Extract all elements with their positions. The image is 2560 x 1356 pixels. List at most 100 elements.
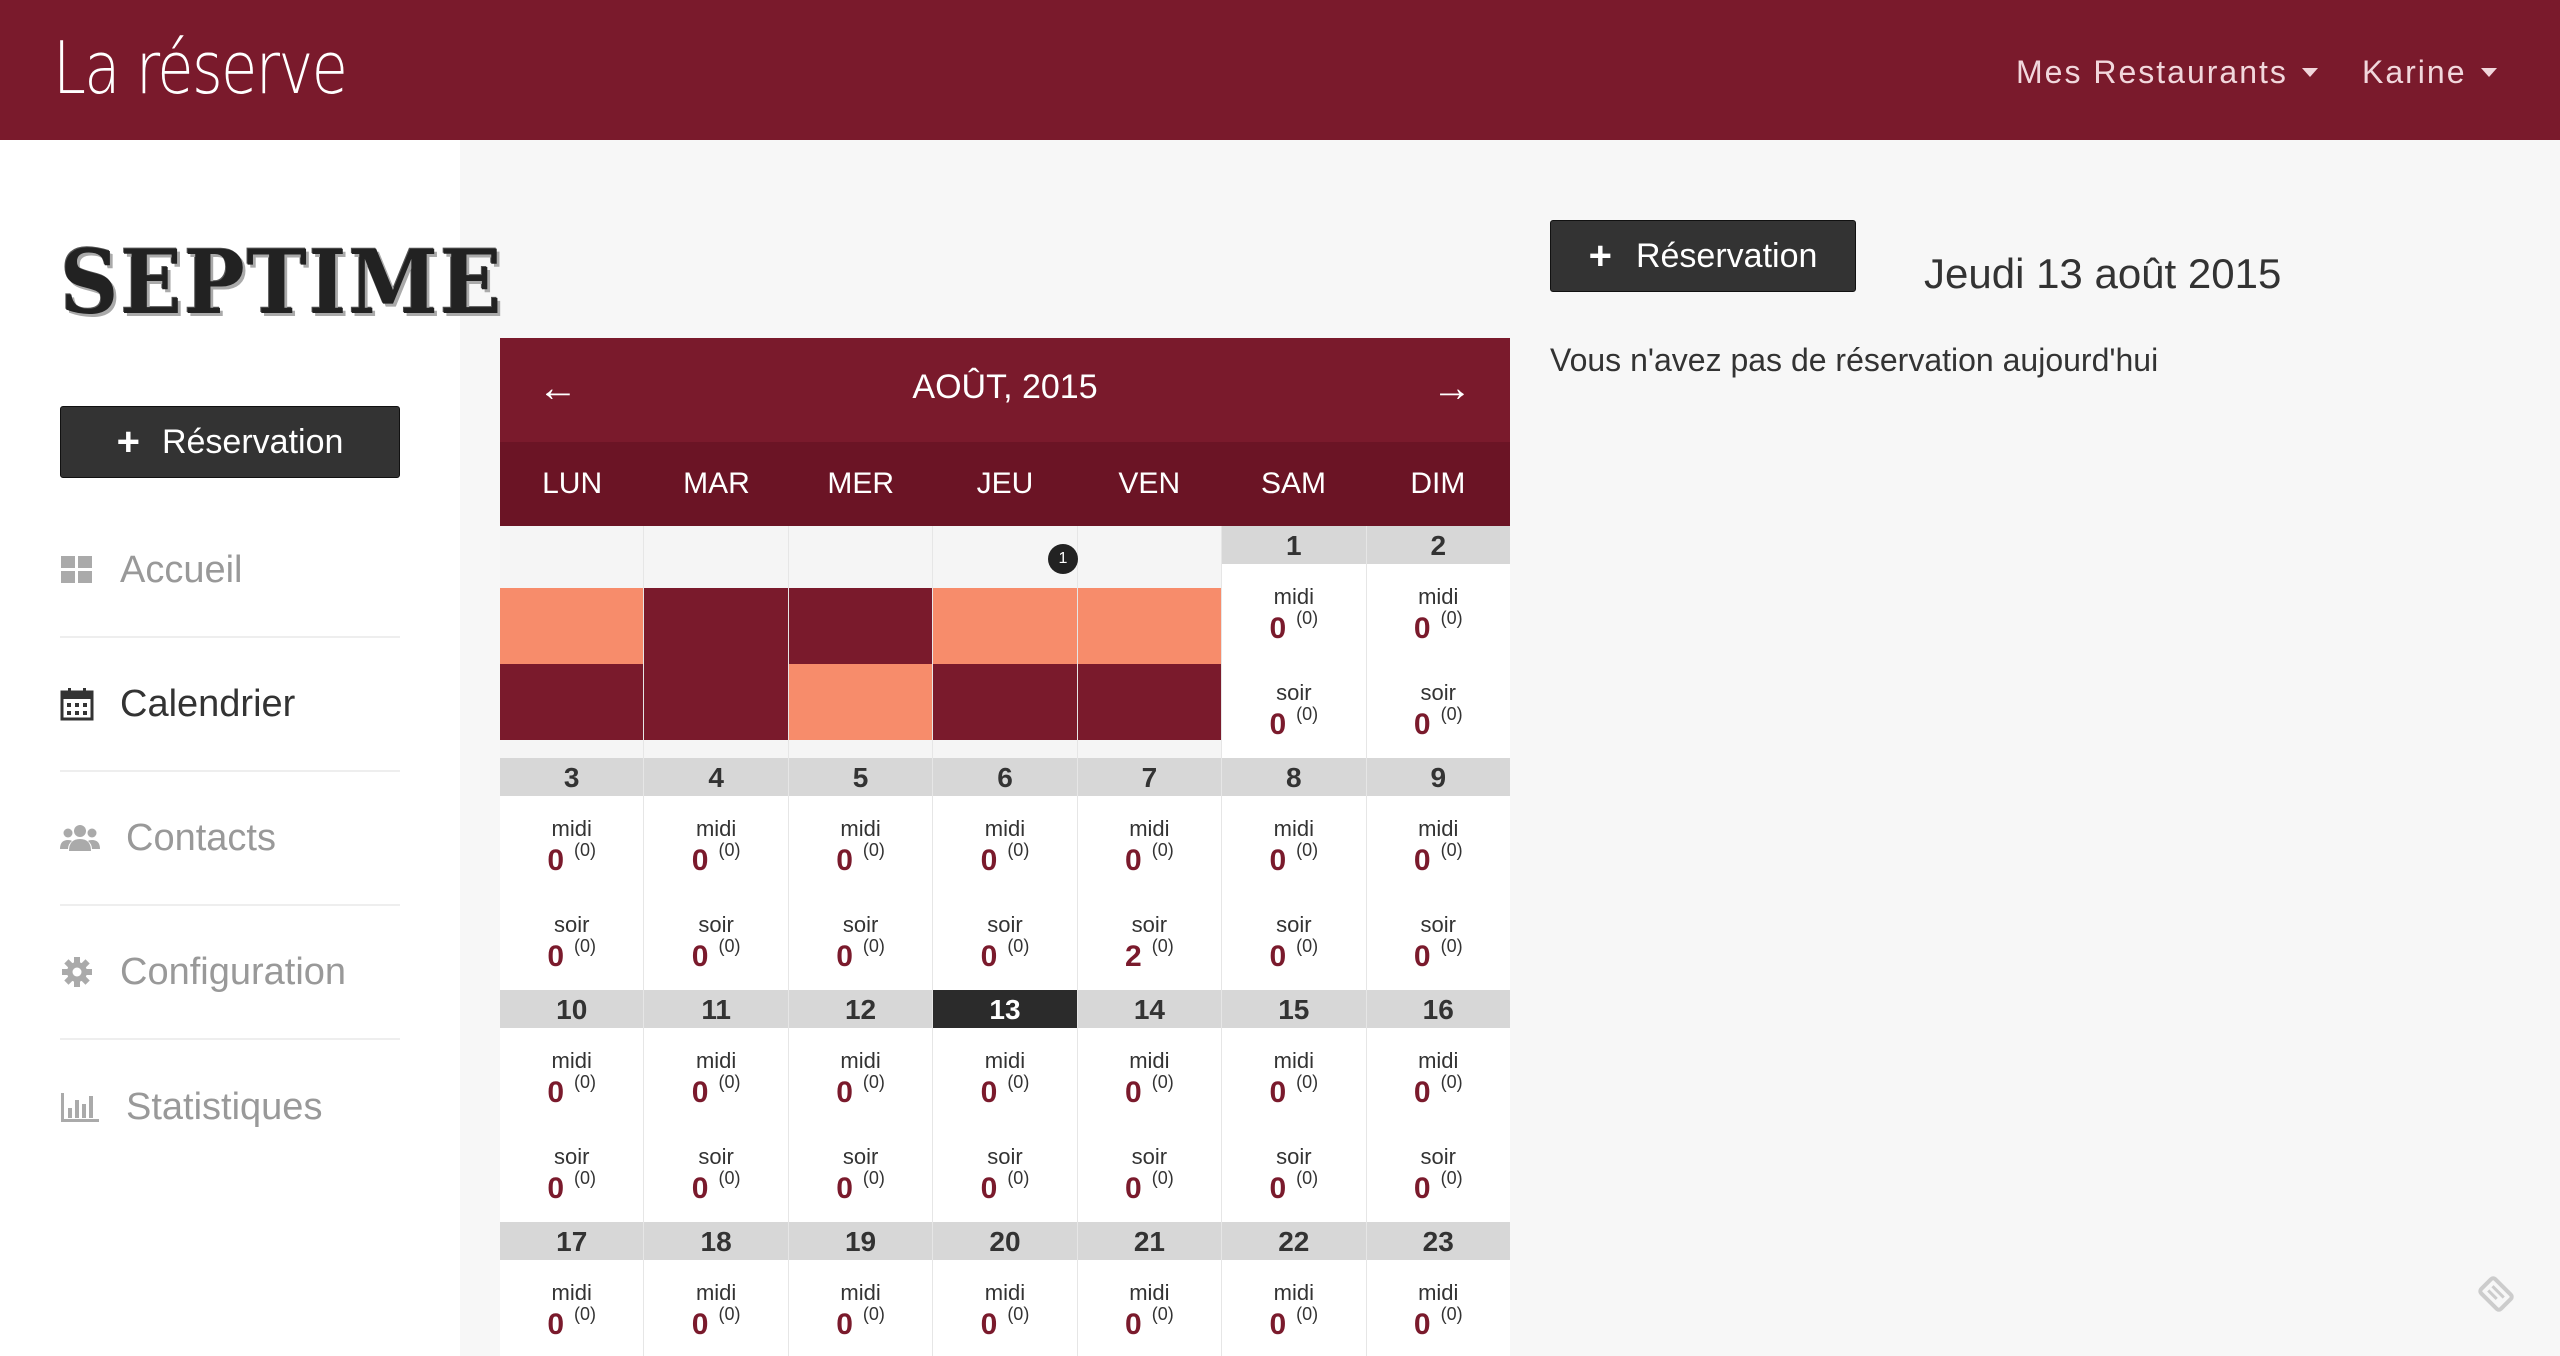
nav-restaurants-label: Mes Restaurants [2016, 54, 2288, 90]
calendar-day-cell[interactable]: 21 midi 0 (0) [1077, 1222, 1223, 1356]
soir-label: soir [1131, 912, 1168, 937]
calendar-day-cell[interactable]: 7 midi 0 (0) soir 2 (0) [1077, 758, 1223, 990]
calendar-day-cell[interactable]: 8 midi 0 (0) soir 0 (0) [1222, 758, 1367, 990]
day-number: 23 [1366, 1222, 1510, 1260]
day-number: 9 [1366, 758, 1510, 796]
soir-count: 0 (0) [1222, 936, 1365, 974]
soir-label: soir [1420, 1144, 1456, 1169]
midi-count: 0 (0) [500, 840, 643, 878]
calendar-day-cell[interactable]: 19 midi 0 (0) [788, 1222, 934, 1356]
calendar-day-cell[interactable]: 6 midi 0 (0) soir 0 (0) [933, 758, 1078, 990]
midi-label: midi [695, 1048, 737, 1073]
soir-occupancy-block [644, 664, 788, 740]
soir-label: soir [1276, 912, 1312, 937]
feedback-icon[interactable] [2470, 1268, 2522, 1320]
midi-guests-count: (0) [1440, 1072, 1463, 1092]
calendar-day-cell[interactable]: 1 midi 0 (0) soir 0 (0) [1222, 526, 1367, 758]
calendar-day-cell[interactable]: 4 midi 0 (0) soir 0 (0) [644, 758, 789, 990]
sidebar-button-label: Réservation [161, 422, 344, 461]
soir-reservations-count: 0 [980, 940, 998, 973]
chevron-down-icon [2480, 68, 2497, 77]
calendar-day-cell[interactable]: 16 midi 0 (0) soir 0 (0) [1366, 990, 1510, 1222]
soir-count: 0 (0) [1367, 704, 1510, 742]
soir-reservations-count: 0 [1269, 940, 1287, 973]
soir-guests-count: (0) [1440, 704, 1463, 724]
midi-guests-count: (0) [1007, 1072, 1030, 1092]
calendar-day-empty[interactable] [644, 526, 789, 758]
midi-label: midi [984, 1280, 1026, 1305]
midi-reservations-count: 0 [980, 1076, 998, 1109]
soir-occupancy-block [933, 664, 1077, 740]
calendar-day-cell[interactable]: 18 midi 0 (0) [644, 1222, 789, 1356]
day-number: 20 [933, 1222, 1077, 1260]
day-number: 2 [1366, 526, 1510, 564]
sidebar-item-statistiques[interactable]: Statistiques [60, 1040, 400, 1174]
nav-user-dropdown[interactable]: Karine [2362, 54, 2497, 91]
midi-label: midi [840, 816, 881, 841]
calendar-day-empty[interactable] [500, 526, 645, 758]
midi-label: midi [1418, 1280, 1459, 1305]
calendar-day-empty[interactable] [788, 526, 934, 758]
midi-reservations-count: 0 [1413, 1076, 1431, 1109]
month-calendar: ← AOÛT, 2015 → LUN MAR MER JEU VEN SAM D… [500, 338, 1510, 1356]
midi-count: 0 (0) [500, 1304, 643, 1342]
midi-reservations-count: 0 [1269, 612, 1287, 645]
sidebar-item-label: Calendrier [120, 682, 296, 725]
soir-label: soir [1276, 680, 1312, 705]
midi-label: midi [551, 1048, 592, 1073]
calendar-day-cell[interactable]: 3 midi 0 (0) soir 0 (0) [500, 758, 645, 990]
calendar-day-cell[interactable]: 2 midi 0 (0) soir 0 (0) [1366, 526, 1510, 758]
calendar-day-cell[interactable]: 10 midi 0 (0) soir 0 (0) [500, 990, 645, 1222]
day-number: 1 [1222, 526, 1366, 564]
soir-guests-count: (0) [1151, 936, 1174, 956]
day-number: 7 [1077, 758, 1222, 796]
weekday-label: JEU [976, 467, 1034, 500]
add-reservation-button[interactable]: + Réservation [1550, 220, 1856, 292]
sidebar-item-contacts[interactable]: Contacts [60, 772, 400, 906]
midi-occupancy-block [788, 588, 933, 664]
arrow-right-icon[interactable]: → [1432, 366, 1472, 410]
sidebar-item-calendrier[interactable]: Calendrier [60, 638, 400, 772]
soir-label: soir [1276, 1144, 1312, 1169]
soir-reservations-count: 0 [547, 1172, 565, 1205]
calendar-day-cell[interactable]: 23 midi 0 (0) [1366, 1222, 1510, 1356]
sidebar-add-reservation-button[interactable]: + Réservation [60, 406, 400, 478]
soir-count: 0 (0) [1367, 936, 1510, 974]
calendar-day-cell[interactable]: 15 midi 0 (0) soir 0 (0) [1222, 990, 1367, 1222]
midi-guests-count: (0) [574, 1072, 597, 1092]
arrow-left-icon[interactable]: ← [538, 366, 578, 410]
soir-count: 0 (0) [933, 936, 1076, 974]
nav-restaurants-dropdown[interactable]: Mes Restaurants [2016, 54, 2318, 91]
midi-count: 0 (0) [1078, 1072, 1221, 1110]
midi-reservations-count: 0 [1413, 844, 1431, 877]
calendar-day-cell[interactable]: 20 midi 0 (0) [933, 1222, 1078, 1356]
midi-label: midi [984, 816, 1026, 841]
midi-reservations-count: 0 [836, 844, 853, 877]
midi-guests-count: (0) [862, 1072, 885, 1092]
soir-guests-count: (0) [1296, 1168, 1319, 1188]
sidebar-item-configuration[interactable]: Configuration [60, 906, 400, 1040]
midi-reservations-count: 0 [1269, 844, 1287, 877]
calendar-day-cell[interactable]: 11 midi 0 (0) soir 0 (0) [644, 990, 789, 1222]
midi-guests-count: (0) [574, 840, 597, 860]
calendar-day-cell[interactable]: 13 midi 0 (0) soir 0 (0) [933, 990, 1078, 1222]
calendar-day-cell[interactable]: 14 midi 0 (0) soir 0 (0) [1077, 990, 1223, 1222]
sidebar-item-accueil[interactable]: Accueil [60, 504, 400, 638]
soir-guests-count: (0) [862, 1168, 885, 1188]
midi-reservations-count: 0 [691, 1076, 709, 1109]
midi-guests-count: (0) [1151, 1304, 1174, 1324]
soir-label: soir [553, 1144, 590, 1169]
calendar-day-cell[interactable]: 9 midi 0 (0) soir 0 (0) [1366, 758, 1510, 990]
soir-reservations-count: 0 [691, 1172, 709, 1205]
brand-title[interactable]: La réserve [53, 26, 348, 110]
calendar-day-cell[interactable]: 17 midi 0 (0) [500, 1222, 645, 1356]
calendar-day-cell[interactable]: 5 midi 0 (0) soir 0 (0) [788, 758, 934, 990]
empty-day-area [1077, 526, 1222, 588]
calendar-day-cell[interactable]: 22 midi 0 (0) [1222, 1222, 1367, 1356]
calendar-day-empty[interactable]: 1 [933, 526, 1078, 758]
soir-guests-count: (0) [1296, 704, 1319, 724]
midi-guests-count: (0) [1296, 1072, 1319, 1092]
calendar-day-empty[interactable] [1077, 526, 1223, 758]
soir-guests-count: (0) [1296, 936, 1319, 956]
calendar-day-cell[interactable]: 12 midi 0 (0) soir 0 (0) [788, 990, 934, 1222]
